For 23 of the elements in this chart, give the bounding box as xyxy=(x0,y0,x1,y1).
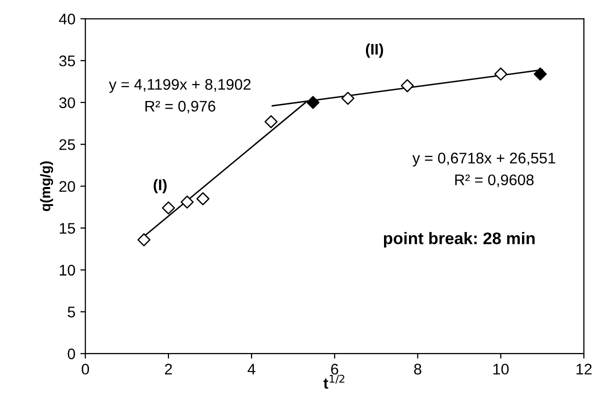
x-tick-label: 12 xyxy=(576,364,592,374)
x-tick-label: 4 xyxy=(248,364,256,374)
y-axis-title: q(mg/g) xyxy=(40,161,54,212)
x-tick-label: 0 xyxy=(82,364,90,375)
x-axis-title: t$^{1/2}$ xyxy=(324,374,344,389)
x-tick-label: 2 xyxy=(164,364,172,374)
annotation: point break: 28 min xyxy=(384,232,535,248)
x-tick-label: 8 xyxy=(414,364,422,375)
annotation: (II) xyxy=(366,43,384,58)
annotation: y = 0,6718x + 26,551 R² = 0,9608 xyxy=(412,152,556,188)
x-tick-label: 10 xyxy=(493,364,509,375)
annotation: y = 4,1199x + 8,1902 R² = 0,976 xyxy=(108,79,251,114)
y-tick-label: 40 xyxy=(59,14,76,24)
y-tick-label: 20 xyxy=(59,181,76,192)
annotation: (I) xyxy=(154,179,167,194)
y-tick-label: 15 xyxy=(60,223,76,234)
y-tick-label: 30 xyxy=(59,97,76,108)
x-tick-label: 6 xyxy=(331,364,338,375)
y-tick-label: 35 xyxy=(59,55,76,66)
y-tick-label: 10 xyxy=(60,264,76,276)
y-tick-label: 5 xyxy=(68,306,76,318)
y-tick-label: 25 xyxy=(59,139,76,150)
y-tick-label: 0 xyxy=(68,348,76,360)
